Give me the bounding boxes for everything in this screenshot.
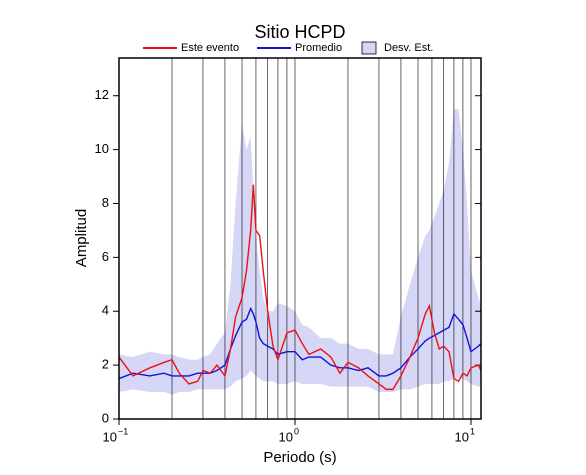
plot-frame [118, 57, 482, 420]
x-tick-label: 10 [455, 429, 469, 444]
y-tick-label: 2 [102, 357, 109, 372]
legend-label: Este evento [181, 42, 239, 54]
y-axis-label: Amplitud [73, 209, 90, 267]
x-tick-exponent: −1 [118, 426, 128, 436]
x-tick-exponent: 1 [470, 426, 475, 436]
legend-label: Promedio [295, 42, 342, 54]
y-tick-label: 4 [102, 303, 109, 318]
chart-title: Sitio HCPD [254, 22, 345, 42]
y-tick-label: 12 [95, 87, 109, 102]
x-tick-exponent: 0 [294, 426, 299, 436]
legend-label: Desv. Est. [384, 42, 433, 54]
x-axis-label: Periodo (s) [263, 449, 336, 466]
std-band [119, 109, 481, 395]
legend-swatch [361, 41, 377, 55]
y-tick-label: 0 [102, 410, 109, 425]
x-tick-label: 10 [103, 429, 117, 444]
y-tick-label: 8 [102, 195, 109, 210]
x-tick-label: 10 [279, 429, 293, 444]
series-line [118, 306, 482, 380]
y-tick-label: 10 [95, 141, 109, 156]
series-line [118, 184, 482, 391]
y-tick-label: 6 [102, 249, 109, 264]
